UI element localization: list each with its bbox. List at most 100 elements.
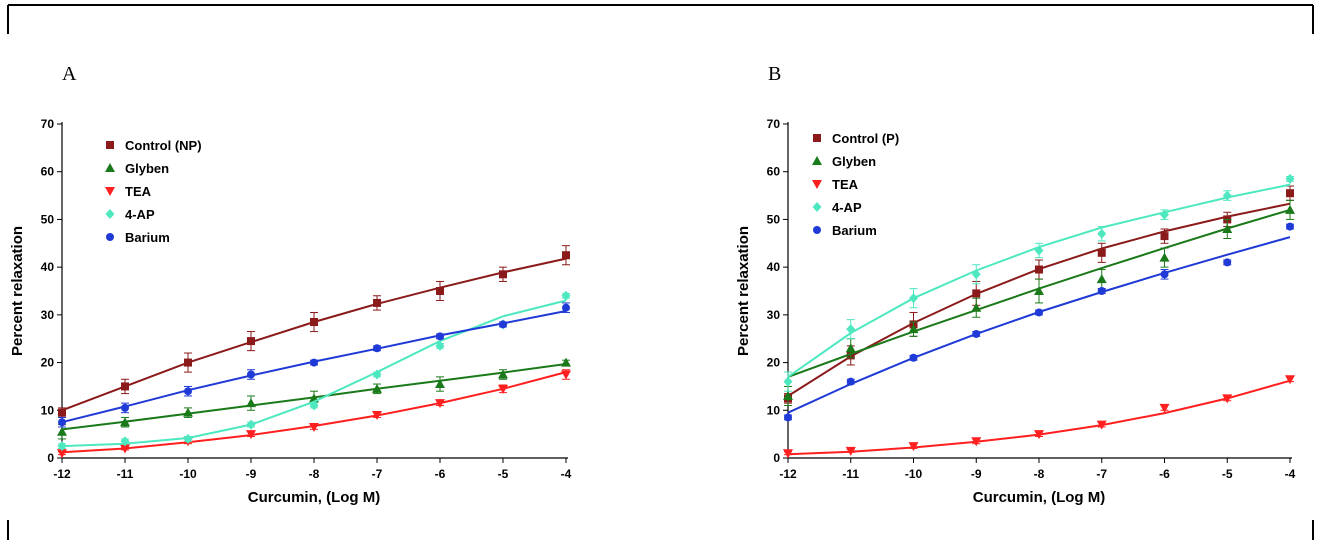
panel-b-data-point-4-ap bbox=[1034, 245, 1044, 256]
panel-a-data-point-glyben bbox=[498, 369, 508, 379]
panel-b-x-tick-label: -9 bbox=[971, 467, 982, 481]
panel-a-data-point-glyben bbox=[246, 398, 256, 408]
panel-a-y-tick-label: 10 bbox=[41, 403, 55, 417]
panel-b-y-tick-label: 40 bbox=[767, 260, 781, 274]
panel-a-data-point-tea bbox=[372, 411, 382, 421]
panel-a-data-point-control bbox=[310, 318, 318, 327]
panel-a-data-point-barium bbox=[247, 370, 255, 379]
panel-a-y-tick-label: 20 bbox=[41, 356, 55, 370]
panel-b-data-point-tea bbox=[908, 442, 919, 452]
panel-b-data-point-control bbox=[1097, 248, 1106, 257]
panel-b-x-tick-label: -6 bbox=[1159, 467, 1170, 481]
panel-a-data-point-glyben bbox=[57, 426, 67, 436]
panel-b-data-point-control bbox=[972, 289, 981, 298]
panel-b-letter: B bbox=[768, 63, 781, 85]
panel-a-data-point-barium bbox=[562, 303, 570, 312]
panel-a-data-point-control bbox=[562, 251, 570, 260]
panel-a-x-tick-label: -5 bbox=[498, 467, 509, 481]
panel-a-y-tick-label: 40 bbox=[41, 260, 55, 274]
panel-a-y-tick-label: 30 bbox=[41, 308, 55, 322]
panel-a-series-barium bbox=[58, 302, 570, 428]
panel-a-x-tick-label: -9 bbox=[246, 467, 257, 481]
panel-b-data-point-barium bbox=[972, 329, 981, 338]
panel-a-x-tick-label: -12 bbox=[53, 467, 71, 481]
panel-b-data-point-4-ap bbox=[1285, 173, 1295, 184]
panel-a-data-point-glyben bbox=[183, 407, 193, 417]
panel-b-legend-label-4-ap: 4-AP bbox=[832, 200, 862, 215]
panel-b-data-point-glyben bbox=[1285, 204, 1295, 214]
panel-a-data-point-tea bbox=[561, 370, 571, 380]
panel-b-data-point-glyben bbox=[845, 343, 856, 353]
panel-b-data-point-control bbox=[1286, 189, 1294, 198]
panel-b-legend-marker-barium bbox=[813, 226, 821, 234]
panel-b-data-point-tea bbox=[1222, 394, 1233, 404]
panel-a-legend-marker-barium bbox=[106, 233, 114, 241]
panel-b-data-point-barium bbox=[1223, 258, 1232, 267]
panel-a-x-axis-title: Curcumin, (Log M) bbox=[248, 489, 380, 506]
panel-b-data-point-tea bbox=[1285, 375, 1295, 385]
panel-b-legend-label-tea: TEA bbox=[832, 177, 859, 192]
panel-a-data-point-barium bbox=[499, 320, 507, 329]
panel-a-x-tick-label: -10 bbox=[179, 467, 197, 481]
panel-b-y-axis-title: Percent relaxation bbox=[735, 226, 752, 356]
panel-b-series-tea bbox=[783, 375, 1295, 459]
panel-b-legend-label-barium: Barium bbox=[832, 223, 877, 238]
panel-b-y-tick-label: 10 bbox=[767, 403, 781, 417]
panel-b-data-point-4-ap bbox=[1160, 209, 1169, 220]
panel-a-data-point-4-ap bbox=[246, 419, 256, 430]
panel-b-data-point-barium bbox=[1160, 270, 1169, 279]
panel-b-data-point-4-ap bbox=[783, 376, 793, 387]
panel-a-data-point-4-ap bbox=[183, 433, 193, 444]
panel-a-data-point-barium bbox=[58, 418, 66, 427]
panel-a-data-point-tea bbox=[498, 384, 508, 394]
panel-b-data-point-barium bbox=[1035, 308, 1043, 317]
panel-a-series-control bbox=[58, 245, 570, 418]
panel-b-legend-marker-4-ap bbox=[812, 202, 822, 212]
panel-b-x-axis-title: Curcumin, (Log M) bbox=[973, 489, 1105, 506]
panel-a-legend-marker-control bbox=[106, 141, 114, 149]
panel-a-y-tick-label: 50 bbox=[41, 212, 55, 226]
panel-b-data-point-tea bbox=[1096, 420, 1107, 430]
panel-a-data-point-barium bbox=[184, 387, 192, 396]
panel-a-letter: A bbox=[62, 63, 77, 85]
panel-b-x-tick-label: -10 bbox=[905, 467, 923, 481]
panel-a-legend-label-4-ap: 4-AP bbox=[125, 207, 155, 222]
panel-a-data-point-tea bbox=[246, 430, 256, 440]
panel-b-data-point-tea bbox=[783, 449, 793, 459]
panel-b-fit-curve-tea bbox=[787, 379, 1291, 456]
panel-a-series-4-ap bbox=[57, 290, 571, 452]
panel-b-x-tick-label: -4 bbox=[1285, 467, 1296, 481]
panel-b-data-point-control bbox=[1035, 265, 1043, 274]
panel-a-data-point-control bbox=[499, 270, 507, 279]
panel-a-x-tick-label: -4 bbox=[561, 467, 572, 481]
panel-b-y-tick-label: 70 bbox=[767, 117, 781, 131]
panel-b-data-point-barium bbox=[1097, 287, 1106, 295]
panel-b-series-glyben bbox=[783, 199, 1295, 407]
panel-a-legend-marker-4-ap bbox=[105, 209, 115, 219]
panel-a-data-point-control bbox=[58, 408, 66, 417]
panel-a-x-tick-label: -7 bbox=[372, 467, 383, 481]
panel-b-data-point-4-ap bbox=[846, 324, 856, 335]
panel-b-data-point-barium bbox=[784, 413, 792, 422]
panel-b-series-4-ap bbox=[783, 173, 1295, 392]
panel-b-data-point-tea bbox=[1159, 403, 1170, 413]
panel-a-data-point-4-ap bbox=[372, 369, 382, 380]
panel-a-data-point-barium bbox=[121, 403, 129, 412]
panel-a-data-point-barium bbox=[373, 344, 381, 353]
panel-a-legend-label-tea: TEA bbox=[125, 184, 152, 199]
panel-b-data-point-barium bbox=[1286, 222, 1294, 231]
panel-b-data-point-glyben bbox=[1159, 252, 1170, 262]
panel-a-data-point-tea bbox=[435, 399, 445, 409]
panel-b-data-point-4-ap bbox=[909, 293, 918, 304]
panel-b-data-point-glyben bbox=[783, 390, 793, 400]
panel-a-data-point-glyben bbox=[561, 357, 571, 367]
panel-b-x-tick-label: -7 bbox=[1096, 467, 1107, 481]
panel-b-x-tick-label: -8 bbox=[1034, 467, 1045, 481]
panel-a-data-point-4-ap bbox=[57, 441, 67, 452]
panel-b-data-point-4-ap bbox=[1097, 228, 1107, 239]
panel-b-data-point-barium bbox=[846, 377, 855, 386]
panel-a-data-point-control bbox=[436, 287, 444, 295]
panel-a-data-point-control bbox=[121, 382, 129, 391]
panel-a-x-tick-label: -8 bbox=[309, 467, 320, 481]
